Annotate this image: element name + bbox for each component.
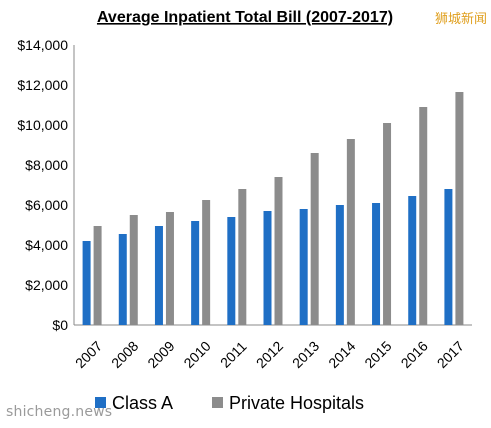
bar-class-a-2016 [408, 196, 417, 325]
bar-private-hospitals-2011 [238, 189, 247, 325]
legend-label: Class A [112, 393, 173, 413]
y-tick-label: $14,000 [17, 37, 68, 53]
bar-private-hospitals-2010 [202, 200, 211, 325]
bar-class-a-2015 [372, 203, 381, 325]
bar-class-a-2012 [263, 211, 272, 325]
watermark-bottom: shicheng.news [6, 404, 113, 420]
x-tick-label: 2013 [289, 338, 322, 371]
y-tick-label: $8,000 [25, 157, 68, 173]
y-tick-label: $4,000 [25, 237, 68, 253]
y-tick-label: $6,000 [25, 197, 68, 213]
legend: Class A Private Hospitals [95, 393, 364, 413]
bar-private-hospitals-2009 [165, 212, 174, 325]
x-tick-label: 2009 [144, 338, 177, 371]
bar-class-a-2009 [154, 226, 163, 325]
bar-private-hospitals-2016 [419, 107, 428, 325]
x-tick-label: 2012 [253, 338, 286, 371]
bar-private-hospitals-2013 [310, 153, 319, 325]
legend-swatch-private-hospitals [212, 397, 223, 408]
chart-title: Average Inpatient Total Bill (2007-2017) [97, 9, 393, 26]
y-tick-label: $2,000 [25, 277, 68, 293]
bar-private-hospitals-2017 [455, 92, 464, 325]
x-tick-label: 2016 [398, 338, 431, 371]
x-tick-label: 2008 [108, 338, 141, 371]
bars-group [82, 92, 464, 325]
bar-class-a-2010 [191, 221, 200, 325]
y-axis: $0 $2,000 $4,000 $6,000 $8,000 $10,000 $12,000… [17, 37, 68, 333]
bar-private-hospitals-2014 [346, 139, 355, 325]
bar-class-a-2011 [227, 217, 236, 325]
bar-private-hospitals-2012 [274, 177, 283, 325]
bar-class-a-2008 [118, 234, 127, 325]
x-tick-label: 2015 [361, 338, 394, 371]
x-tick-label: 2014 [325, 338, 358, 371]
x-tick-label: 2017 [434, 338, 467, 371]
bar-class-a-2013 [299, 209, 308, 325]
bar-class-a-2007 [82, 241, 91, 325]
y-tick-label: $10,000 [17, 117, 68, 133]
x-axis: 2007 2008 2009 2010 2011 2012 2013 2014 2015 2016… [72, 338, 467, 371]
bar-class-a-2017 [444, 189, 453, 325]
y-tick-label: $12,000 [17, 77, 68, 93]
bar-private-hospitals-2007 [93, 226, 102, 325]
bar-private-hospitals-2008 [129, 215, 138, 325]
bar-class-a-2014 [335, 205, 344, 325]
legend-swatch-class-a [95, 397, 106, 408]
bar-private-hospitals-2015 [383, 123, 392, 325]
y-tick-label: $0 [52, 317, 68, 333]
legend-label: Private Hospitals [229, 393, 364, 413]
watermark-top: 狮城新闻 [434, 12, 487, 27]
x-tick-label: 2011 [217, 338, 250, 371]
x-tick-label: 2010 [180, 338, 213, 371]
x-tick-label: 2007 [72, 338, 105, 371]
